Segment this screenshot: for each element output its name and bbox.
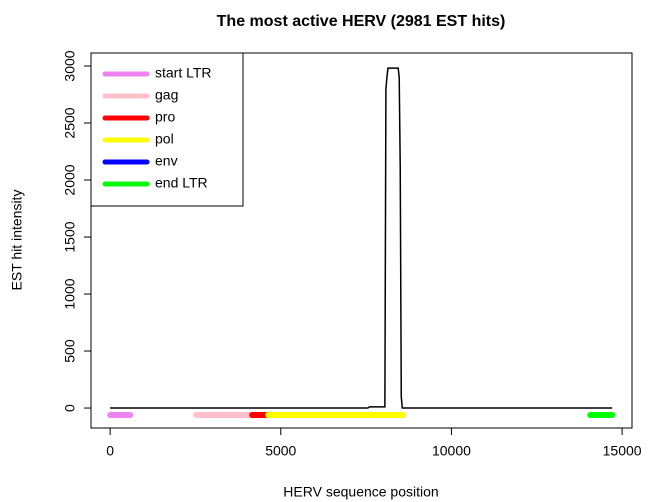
legend-label: pro xyxy=(155,109,175,125)
legend-label: gag xyxy=(155,87,178,103)
x-tick-label: 15000 xyxy=(603,443,642,459)
data-line xyxy=(110,67,613,409)
x-tick-label: 10000 xyxy=(432,443,471,459)
legend-label: env xyxy=(155,153,178,169)
y-tick-label: 500 xyxy=(62,339,78,363)
legend-box xyxy=(90,52,244,207)
y-tick-label: 1500 xyxy=(62,221,78,252)
legend-label: end LTR xyxy=(155,175,208,191)
y-tick-label: 3000 xyxy=(62,50,78,81)
y-tick-label: 2000 xyxy=(62,164,78,195)
x-tick-label: 0 xyxy=(106,443,114,459)
x-tick-label: 5000 xyxy=(265,443,296,459)
legend-label: start LTR xyxy=(155,65,212,81)
legend-label: pol xyxy=(155,131,174,147)
y-tick-label: 2500 xyxy=(62,107,78,138)
plot-frame xyxy=(90,52,633,429)
chart-title: The most active HERV (2981 EST hits) xyxy=(217,13,506,30)
y-tick-label: 0 xyxy=(62,404,78,412)
y-axis-label: EST hit intensity xyxy=(9,190,25,291)
y-tick-label: 1000 xyxy=(62,278,78,309)
x-axis-label: HERV sequence position xyxy=(283,484,438,500)
